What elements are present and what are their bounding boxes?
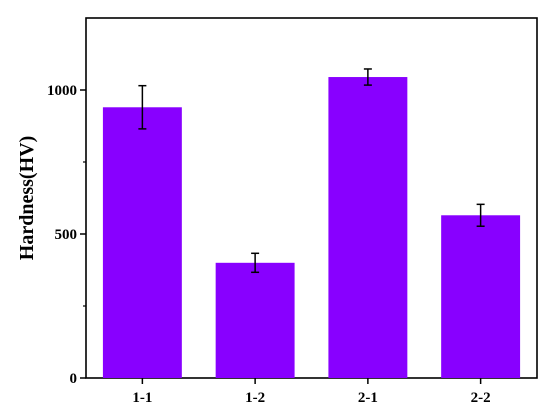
x-tick-label-1-2: 1-2 [245, 390, 265, 406]
bar-1-1 [102, 107, 182, 378]
y-axis-ticks: 0 500 1000 [47, 83, 86, 387]
x-tick-label-2-1: 2-1 [358, 390, 378, 406]
y-tick-label-500: 500 [55, 227, 78, 243]
bar-1-2 [215, 262, 295, 378]
x-tick-label-1-1: 1-1 [132, 390, 152, 406]
bars-group [102, 77, 521, 378]
plot-frame [85, 17, 538, 379]
y-tick-label-0: 0 [70, 371, 78, 387]
x-tick-label-2-2: 2-2 [471, 390, 491, 406]
x-axis-ticks: 1-1 1-2 2-1 2-2 [132, 378, 491, 406]
error-bars-group [138, 68, 485, 274]
y-tick-label-1000: 1000 [47, 83, 77, 99]
bar-2-2 [441, 215, 521, 378]
y-axis-label: Hardness(HV) [16, 136, 38, 260]
bar-2-1 [328, 77, 408, 378]
